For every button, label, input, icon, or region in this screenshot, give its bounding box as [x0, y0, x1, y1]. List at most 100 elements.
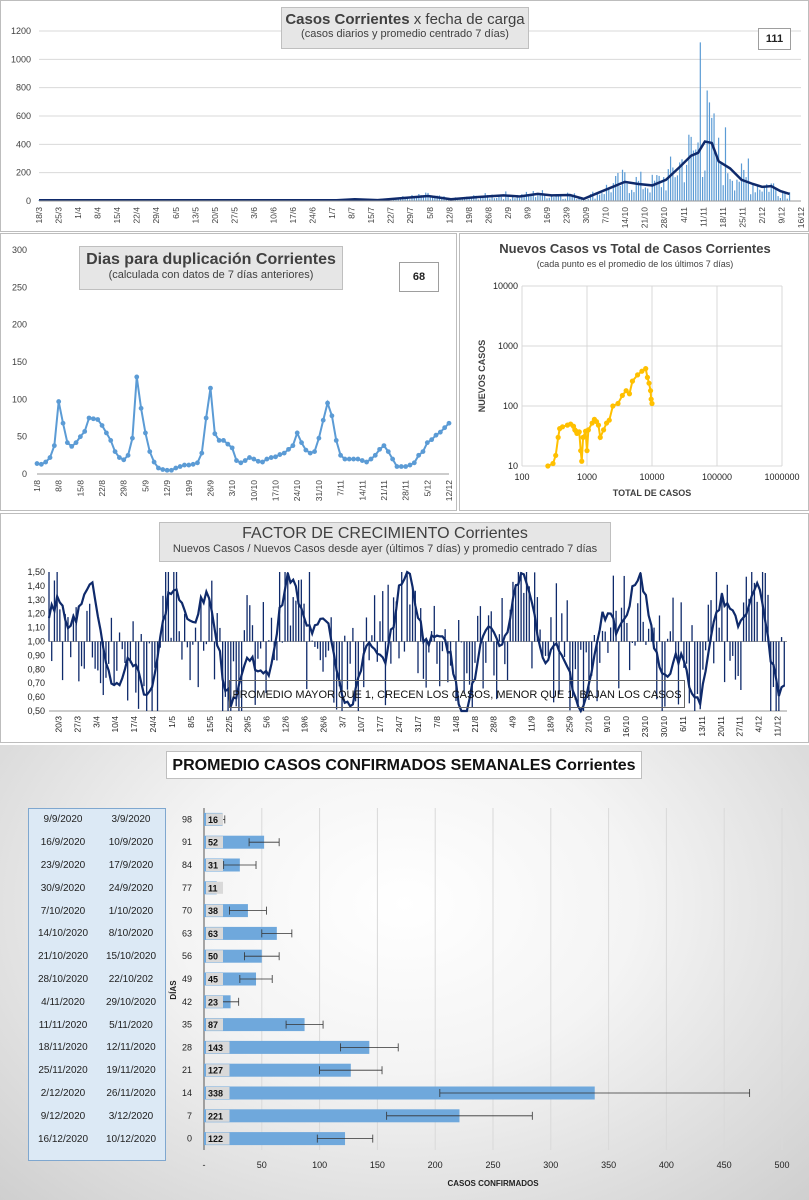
x-tick-label: 7/8	[432, 716, 442, 728]
weekly-average-title: PROMEDIO CASOS CONFIRMADOS SEMANALES Cor…	[166, 751, 642, 779]
x-tick-label: 22/7	[386, 207, 396, 224]
doubling-days-point	[143, 430, 148, 436]
doubling-days-point	[95, 417, 101, 422]
doubling-days-point	[238, 460, 244, 466]
x-tick-label: 2/10	[583, 716, 593, 733]
x-tick-label: 15/8	[75, 480, 85, 497]
x-tick-label: 18/3	[34, 207, 44, 224]
x-tick-label: 1/5	[167, 716, 177, 728]
scatter-point	[619, 392, 625, 399]
doubling-days-point	[151, 459, 157, 465]
x-tick-label: 3/6	[249, 207, 259, 219]
doubling-days-point	[429, 437, 435, 443]
doubling-days-point	[103, 430, 109, 436]
doubling-days-point	[234, 458, 239, 463]
doubling-days-point	[186, 462, 192, 468]
doubling-days-point	[156, 465, 161, 471]
x-tick-label: 19/9	[184, 480, 194, 497]
doubling-days-line	[36, 376, 450, 472]
doubling-days-point	[203, 415, 209, 421]
x-tick-label: 4/12	[754, 716, 764, 733]
days-label: 7	[187, 1111, 192, 1121]
doubling-days-point	[420, 449, 426, 454]
value-label: 23	[208, 997, 218, 1007]
x-tick-label: 20/11	[716, 716, 726, 737]
week-end-date: 9/12/2020	[40, 1110, 86, 1122]
doubling-days-point	[320, 417, 326, 423]
y-tick-label: 0,60	[27, 692, 45, 702]
x-tick-label: 4/11	[679, 207, 689, 223]
doubling-days-point	[117, 455, 122, 460]
value-label-bg	[206, 1132, 230, 1145]
x-tick-label: 25/3	[54, 207, 64, 224]
x-tick-label: 6/5	[171, 207, 181, 219]
doubling-days-point	[307, 450, 313, 456]
x-tick-label: 15/4	[112, 207, 122, 224]
value-label-bg	[206, 1087, 230, 1099]
x-tick-label: 11/11	[698, 207, 708, 227]
x-tick-label: 8/5	[186, 716, 196, 728]
doubling-days-point	[290, 443, 296, 449]
scatter-point	[647, 388, 654, 394]
x-tick-label: 28/8	[489, 716, 499, 733]
x-tick-label: 29/4	[151, 207, 161, 224]
doubling-days-point	[385, 449, 391, 454]
y-tick-label: 0	[22, 469, 27, 479]
x-tick-label: 17/7	[375, 716, 385, 733]
doubling-days-point	[424, 440, 430, 446]
doubling-days-point	[398, 464, 404, 469]
y-tick-label: 0,50	[27, 706, 45, 716]
doubling-days-point	[64, 440, 70, 446]
week-start-date: 5/11/2020	[109, 1019, 153, 1031]
x-tick-label: 1000	[577, 472, 597, 482]
y-tick-label: 800	[16, 83, 31, 93]
value-label: 50	[208, 952, 218, 962]
x-tick-label: 100	[312, 1160, 327, 1170]
value-label-bg	[206, 950, 223, 963]
week-start-date: 26/11/2020	[106, 1088, 156, 1099]
daily-cases-chart: 0 200 400 600 800 1000 1200 18/3 25/3 1/4 8/4 15/4 2…	[11, 26, 806, 228]
week-start-date: 15/10/2020	[105, 951, 157, 963]
doubling-days-point	[437, 429, 443, 435]
doubling-days-point	[442, 425, 448, 431]
doubling-days-point	[372, 452, 378, 458]
doubling-days-value-box: 68	[399, 262, 439, 292]
date-row: 30/9/2020 24/9/2020	[29, 883, 165, 897]
scatter-point	[648, 396, 654, 402]
doubling-days-subtitle: (calculada con datos de 7 días anteriore…	[108, 269, 314, 281]
x-tick-label: 18/9	[545, 716, 555, 733]
value-label-bg	[206, 1041, 230, 1054]
x-tick-label: 7/11	[336, 480, 346, 496]
scatter-point	[584, 448, 590, 454]
doubling-days-point	[177, 464, 183, 469]
week-start-date: 24/9/2020	[108, 882, 154, 894]
daily-cases-title-main: Casos Corrientes	[285, 11, 410, 28]
weekly-bar	[204, 1109, 460, 1123]
week-start-date: 10/9/2020	[108, 837, 154, 849]
week-end-date: 16/12/2020	[37, 1133, 89, 1145]
growth-factor-subtitle: Nuevos Casos / Nuevos Casos desde ayer (…	[172, 543, 598, 555]
doubling-days-point	[407, 462, 413, 468]
x-tick-label: 5/6	[262, 716, 272, 728]
x-tick-label: 4/9	[508, 716, 518, 728]
y-tick-label: 100	[12, 394, 27, 404]
x-tick-label: 15/5	[205, 716, 215, 733]
value-label: 45	[208, 975, 218, 985]
x-tick-label: 350	[601, 1160, 616, 1170]
doubling-days-point	[286, 446, 291, 452]
scatter-point	[595, 422, 602, 428]
doubling-days-point	[264, 456, 270, 462]
week-end-date: 23/9/2020	[40, 860, 86, 871]
week-start-date: 3/9/2020	[111, 814, 151, 826]
x-tick-label: 9/12	[776, 207, 786, 224]
value-label-bg	[206, 1109, 230, 1122]
x-tick-label: 26/6	[318, 716, 328, 733]
scatter-point	[623, 388, 629, 394]
x-tick-label: 10000	[639, 472, 664, 482]
x-tick-label: 27/3	[72, 716, 82, 733]
value-label: 127	[208, 1066, 223, 1076]
date-row: 9/9/2020 3/9/2020	[29, 814, 165, 828]
growth-factor-panel: 0,50 0,60 0,70 0,80 0,90 1,00 1,10 1,20 1,30 1,40…	[0, 513, 809, 743]
value-label: 122	[208, 1134, 223, 1144]
x-tick-label: 50	[257, 1160, 267, 1170]
